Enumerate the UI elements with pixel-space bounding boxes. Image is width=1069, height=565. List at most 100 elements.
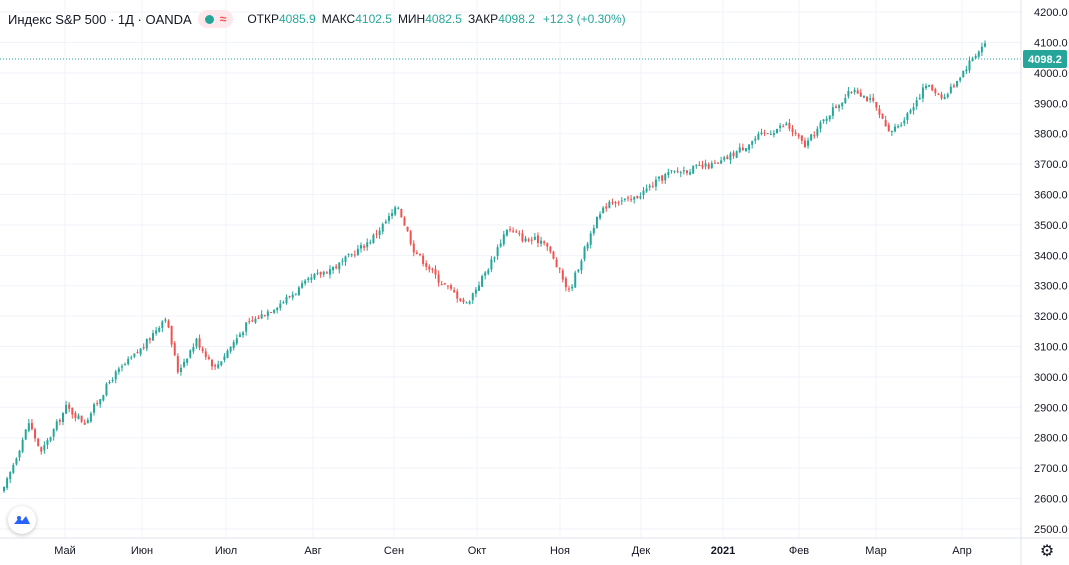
candle [658, 176, 661, 182]
candle-body [71, 407, 74, 415]
candle [589, 230, 592, 249]
candle-body [844, 98, 847, 104]
candle [434, 265, 437, 279]
candle-body [952, 85, 955, 87]
candle [828, 115, 831, 122]
candle-body [307, 278, 310, 280]
candle [831, 103, 834, 120]
candle [794, 129, 797, 136]
candle-body [99, 399, 102, 405]
time-axis[interactable]: Май Июн Июл Авг Сен Окт Ноя Дек 2021 Фев Мар Апр [54, 545, 971, 557]
candle [242, 330, 245, 338]
candle [763, 129, 766, 137]
candle [288, 295, 291, 299]
symbol-title[interactable]: Индекс S&P 500 · 1Д · OANDA [8, 11, 192, 27]
candle [378, 227, 381, 239]
candle-body [130, 357, 133, 359]
gear-icon[interactable]: ⚙ [1039, 543, 1055, 560]
candle [65, 400, 68, 415]
candle-body [170, 325, 173, 345]
candle-body [533, 236, 536, 240]
candle-body [881, 113, 884, 119]
candle-body [984, 43, 986, 47]
candle-body [887, 124, 890, 132]
candle-body [645, 188, 648, 192]
candle-body [229, 346, 232, 352]
candle [630, 195, 633, 203]
candle-body [431, 269, 434, 271]
candle [931, 84, 934, 92]
candle-body [49, 437, 52, 441]
candle [893, 123, 896, 133]
candle [956, 80, 959, 88]
candle [710, 160, 713, 169]
tradingview-logo-icon[interactable] [8, 506, 36, 534]
price-axis[interactable]: 4200.0 4100.0 4000.0 3900.0 3800.0 3700.0 3600… [1034, 7, 1068, 536]
candle [229, 346, 232, 354]
candle [86, 417, 89, 424]
candle [614, 200, 617, 208]
candle [720, 156, 723, 165]
y-tick-label: 3500.0 [1034, 220, 1068, 232]
candle-body [179, 367, 182, 372]
candle-body [934, 89, 937, 94]
candle [459, 298, 462, 302]
candle-body [496, 247, 499, 257]
candle [977, 50, 980, 59]
candle [192, 343, 195, 354]
candle-body [872, 97, 875, 101]
candle [43, 441, 46, 454]
candle [682, 166, 685, 175]
candle [223, 353, 226, 363]
candle-body [890, 131, 893, 133]
status-pill[interactable]: ≈ [197, 10, 234, 28]
candle-body [884, 120, 887, 127]
candle [744, 147, 747, 152]
candle [325, 270, 328, 274]
candle [937, 92, 940, 96]
candle [921, 83, 924, 103]
candle [704, 159, 707, 170]
candle [617, 200, 620, 206]
candle-body [564, 278, 567, 288]
candle-body [12, 464, 15, 473]
y-tick-label: 3400.0 [1034, 250, 1068, 262]
candle-body [254, 318, 257, 323]
candle-body [558, 268, 561, 270]
candle-body [397, 207, 400, 209]
candle-body [828, 115, 831, 120]
candle [46, 438, 49, 450]
candle-body [971, 58, 974, 62]
candle [965, 65, 968, 75]
candle [779, 123, 782, 132]
candle-body [384, 221, 387, 224]
candle [381, 222, 384, 235]
candle-body [52, 429, 55, 437]
candle-body [481, 276, 484, 287]
candle-body [139, 348, 142, 355]
candle-body [313, 274, 316, 279]
candle [676, 167, 679, 174]
candle [183, 358, 186, 369]
candle-body [505, 229, 508, 236]
candle-body [428, 266, 431, 270]
candle [490, 256, 493, 273]
candle [360, 242, 363, 253]
candle-body [735, 151, 738, 158]
candle [782, 124, 785, 128]
candle-body [412, 243, 415, 253]
candle-body [93, 404, 96, 413]
close-value: 4098.2 [498, 12, 535, 26]
candle [527, 237, 530, 243]
candle-body [465, 302, 468, 304]
candle-body [493, 257, 496, 259]
y-tick-label: 2500.0 [1034, 524, 1068, 536]
candle-body [543, 241, 546, 244]
candle-body [667, 171, 670, 176]
low-label: МИН [397, 12, 426, 26]
y-tick-label: 4100.0 [1034, 38, 1068, 50]
candle-body [620, 200, 623, 202]
candle [844, 93, 847, 104]
candle [294, 293, 297, 296]
